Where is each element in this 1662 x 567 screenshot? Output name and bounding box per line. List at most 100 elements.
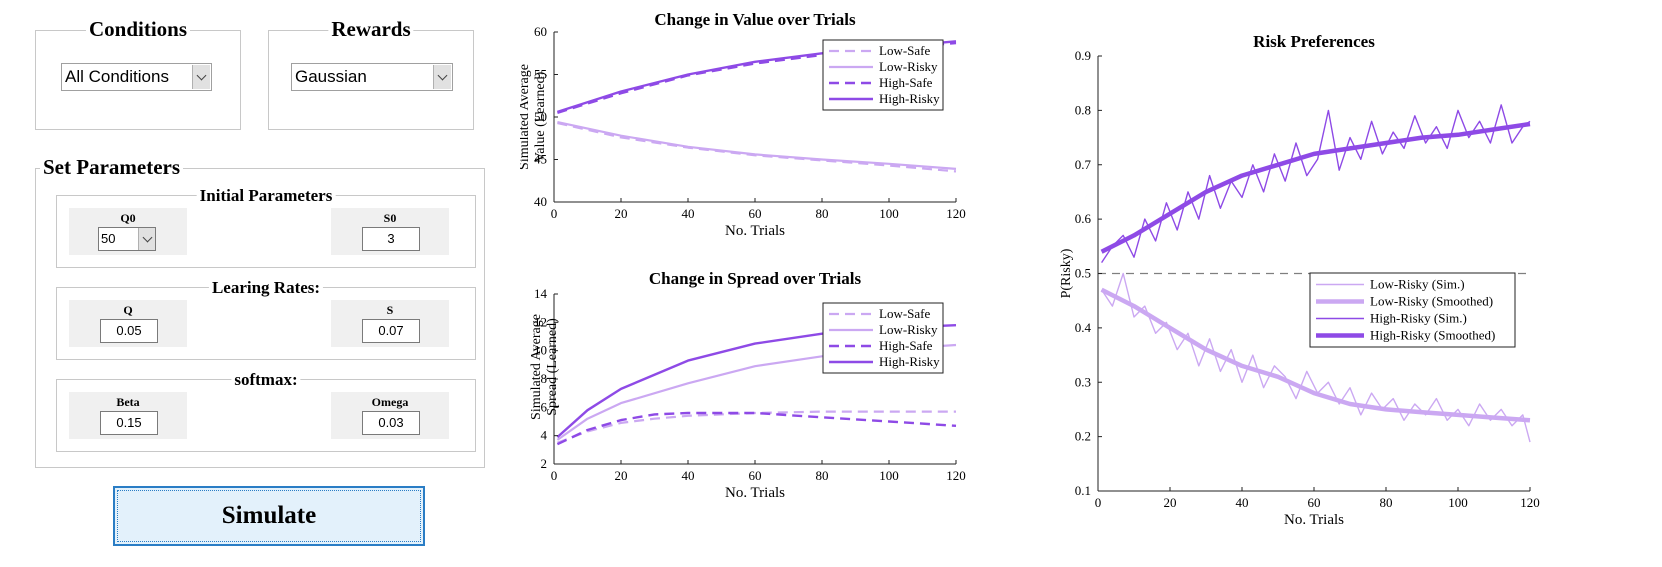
legend-label-2: High-Safe xyxy=(879,338,933,353)
x-tick-label: 120 xyxy=(946,206,966,221)
set-parameters-panel: Set Parameters Initial Parameters Q0 50 … xyxy=(35,155,485,468)
y-tick-label: 10 xyxy=(534,343,547,358)
x-tick-label: 80 xyxy=(1380,495,1393,510)
x-tick-label: 20 xyxy=(615,468,628,483)
y-tick-label: 0.2 xyxy=(1075,429,1091,444)
legend-label-3: High-Risky xyxy=(879,354,940,369)
rewards-panel: Rewards Gaussian xyxy=(268,17,474,130)
y-tick-label: 60 xyxy=(534,24,547,39)
chart-title: Change in Value over Trials xyxy=(654,10,856,29)
rewards-dropdown[interactable]: Gaussian xyxy=(291,63,453,91)
y-tick-label: 8 xyxy=(541,371,548,386)
conditions-dropdown[interactable]: All Conditions xyxy=(61,63,212,91)
x-tick-label: 120 xyxy=(1520,495,1540,510)
y-tick-label: 0.9 xyxy=(1075,48,1091,63)
y-tick-label: 0.3 xyxy=(1075,374,1091,389)
x-tick-label: 20 xyxy=(615,206,628,221)
q-param: Q 0.05 xyxy=(69,300,187,347)
x-tick-label: 0 xyxy=(551,206,558,221)
series-line-1 xyxy=(557,121,957,170)
x-axis-label: No. Trials xyxy=(1284,512,1344,528)
y-axis-label: Simulated Average xyxy=(529,314,544,420)
omega-param: Omega 0.03 xyxy=(331,392,449,439)
legend-label-1: Low-Risky (Smoothed) xyxy=(1370,294,1493,309)
x-axis-label: No. Trials xyxy=(725,485,785,501)
series-line-2 xyxy=(1101,104,1531,263)
chevron-down-icon[interactable] xyxy=(138,228,155,250)
y-tick-label: 14 xyxy=(534,286,548,301)
y-tick-label: 0.6 xyxy=(1075,211,1092,226)
beta-input[interactable]: 0.15 xyxy=(100,411,158,435)
y-tick-label: 55 xyxy=(534,67,547,82)
learning-rates-title: Learing Rates: xyxy=(208,278,324,298)
conditions-title: Conditions xyxy=(85,17,191,42)
x-tick-label: 0 xyxy=(551,468,558,483)
x-tick-label: 40 xyxy=(682,468,695,483)
x-axis-label: No. Trials xyxy=(725,223,785,239)
chart-title: Change in Spread over Trials xyxy=(649,270,862,288)
q0-value: 50 xyxy=(101,231,116,246)
learning-rates-group: Learing Rates: Q 0.05 S 0.07 xyxy=(56,278,476,360)
y-tick-label: 12 xyxy=(534,314,547,329)
y-tick-label: 4 xyxy=(541,428,548,443)
initial-parameters-group: Initial Parameters Q0 50 S0 3 xyxy=(56,186,476,268)
set-parameters-title: Set Parameters xyxy=(40,155,184,180)
chevron-down-icon[interactable] xyxy=(192,65,210,89)
series-line-2 xyxy=(556,411,957,446)
y-tick-label: 0.7 xyxy=(1075,157,1092,172)
x-tick-label: 0 xyxy=(1095,495,1102,510)
legend-label-3: High-Risky (Smoothed) xyxy=(1370,328,1495,343)
y-tick-label: 50 xyxy=(534,109,547,124)
s0-input[interactable]: 3 xyxy=(362,227,420,251)
x-tick-label: 60 xyxy=(1308,495,1321,510)
legend-label-2: High-Risky (Sim.) xyxy=(1370,311,1467,326)
s0-param: S0 3 xyxy=(331,208,449,255)
softmax-group: softmax: Beta 0.15 Omega 0.03 xyxy=(56,370,476,452)
x-tick-label: 20 xyxy=(1164,495,1177,510)
omega-label: Omega xyxy=(371,395,409,409)
y-axis-label: Simulated Average xyxy=(520,64,532,170)
series-line-1 xyxy=(1100,287,1531,423)
simulate-button[interactable]: Simulate xyxy=(113,486,425,546)
softmax-title: softmax: xyxy=(231,370,301,390)
omega-input[interactable]: 0.03 xyxy=(362,411,420,435)
spread-chart: Change in Spread over Trials 0 20 40 60 80 100… xyxy=(529,270,966,501)
legend-label-0: Low-Safe xyxy=(879,43,930,58)
x-tick-label: 80 xyxy=(816,468,829,483)
beta-label: Beta xyxy=(116,395,140,409)
x-tick-label: 60 xyxy=(749,206,762,221)
x-tick-label: 40 xyxy=(1236,495,1249,510)
q0-param: Q0 50 xyxy=(69,208,187,255)
y-tick-label: 0.4 xyxy=(1075,320,1092,335)
s-param: S 0.07 xyxy=(331,300,449,347)
conditions-panel: Conditions All Conditions xyxy=(35,17,241,130)
conditions-selected: All Conditions xyxy=(65,67,169,86)
y-axis-label: Value (Learned) xyxy=(533,71,548,162)
s-input[interactable]: 0.07 xyxy=(362,319,420,343)
y-tick-label: 2 xyxy=(541,456,548,471)
legend-label-0: Low-Safe xyxy=(879,306,930,321)
x-tick-label: 60 xyxy=(749,468,762,483)
value-chart: Change in Value over Trials 0 20 40 60 80 100 1… xyxy=(520,10,966,239)
initial-parameters-title: Initial Parameters xyxy=(196,186,336,206)
x-tick-label: 100 xyxy=(879,468,899,483)
chevron-down-icon[interactable] xyxy=(433,65,451,89)
legend-box xyxy=(822,39,944,111)
x-tick-label: 80 xyxy=(816,206,829,221)
chart-title: Risk Preferences xyxy=(1253,32,1375,51)
q-input[interactable]: 0.05 xyxy=(100,319,158,343)
legend-label-0: Low-Risky (Sim.) xyxy=(1370,277,1465,292)
simulate-label: Simulate xyxy=(221,502,317,529)
y-axis-label: P(Risky) xyxy=(1060,248,1074,298)
x-tick-label: 100 xyxy=(879,206,899,221)
y-tick-label: 45 xyxy=(534,152,547,167)
rewards-title: Rewards xyxy=(328,17,414,42)
y-tick-label: 6 xyxy=(541,399,548,414)
x-tick-label: 120 xyxy=(946,468,966,483)
y-tick-label: 40 xyxy=(534,194,547,209)
q0-label: Q0 xyxy=(120,211,136,225)
series-line-3 xyxy=(1100,121,1531,254)
q0-dropdown[interactable]: 50 xyxy=(98,227,156,251)
beta-param: Beta 0.15 xyxy=(69,392,187,439)
x-tick-label: 40 xyxy=(682,206,695,221)
